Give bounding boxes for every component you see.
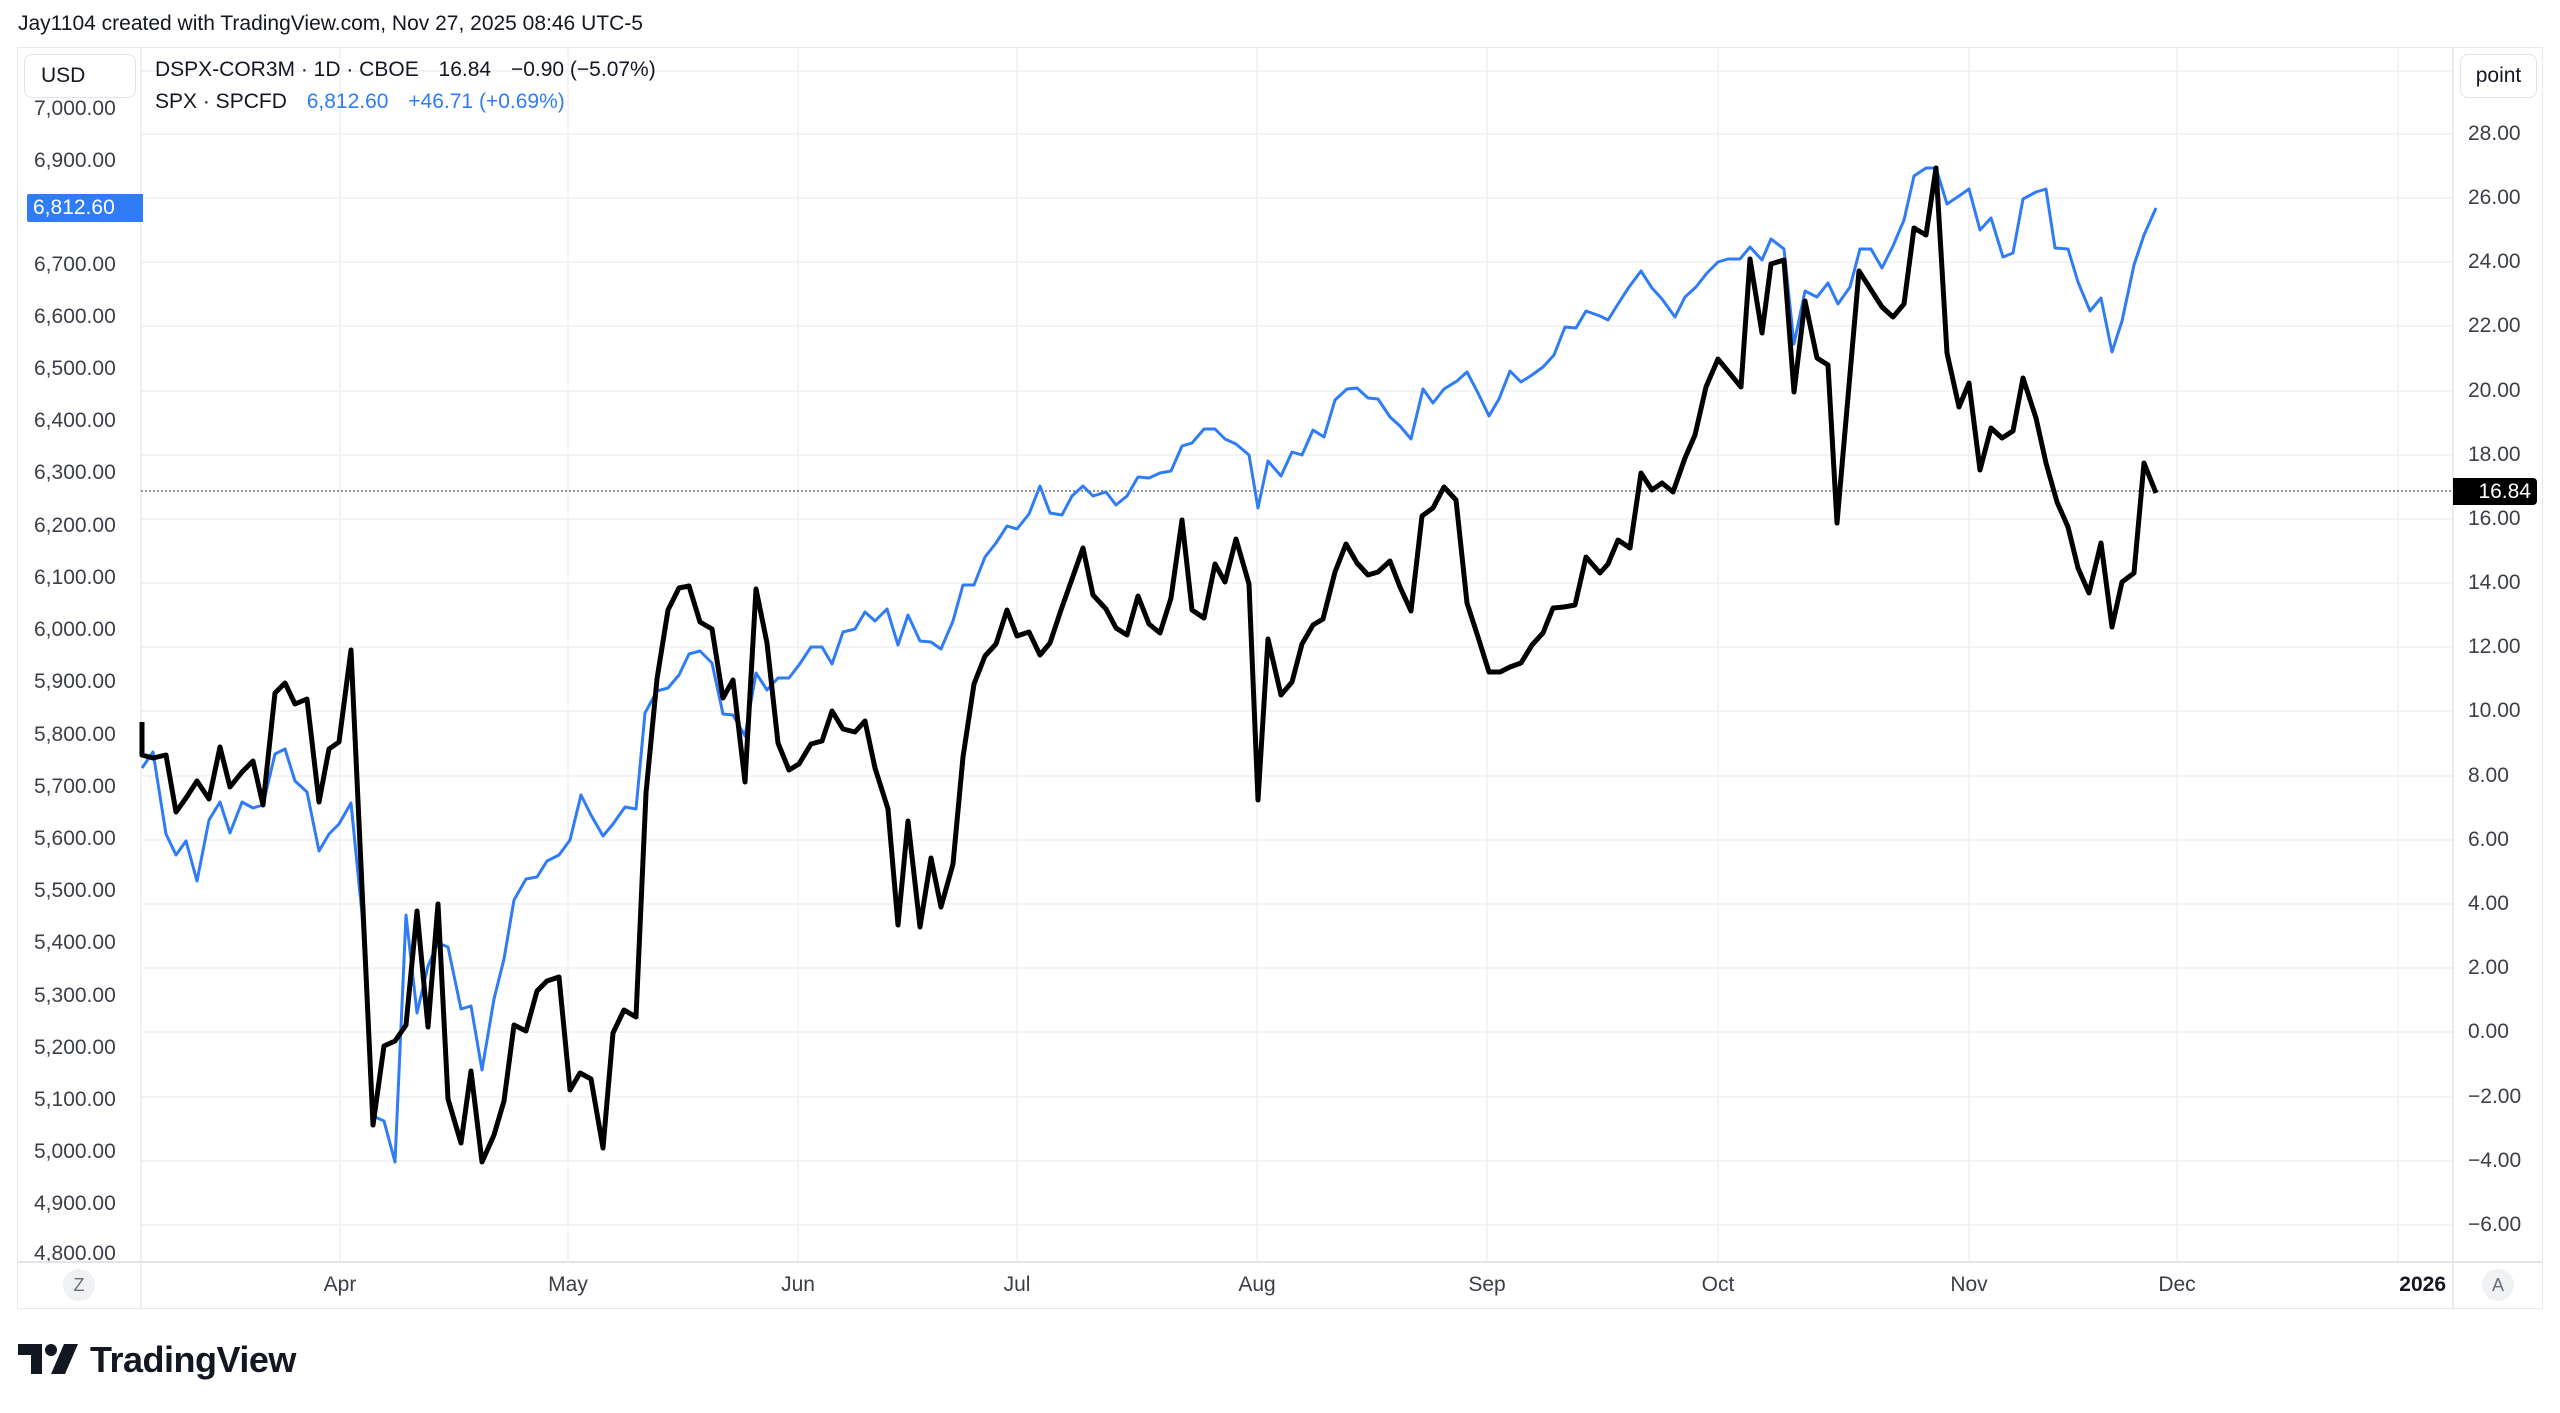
right-tick: 24.00 [2468, 250, 2521, 273]
right-tick: 18.00 [2468, 443, 2521, 466]
right-tick: 0.00 [2468, 1020, 2509, 1043]
spx-last-price-tag: 6,812.60 [27, 194, 143, 222]
grid-horizontal [141, 70, 2453, 1226]
time-tick: Oct [1701, 1273, 1735, 1296]
left-tick: 6,600.00 [34, 305, 116, 328]
right-tick: 8.00 [2468, 764, 2509, 787]
auto-scale-button[interactable]: A [2482, 1269, 2514, 1301]
left-tick: 6,200.00 [34, 514, 116, 537]
time-tick-year: 2026 [2399, 1273, 2446, 1296]
chart-frame [17, 47, 2543, 1309]
left-tick: 4,800.00 [34, 1242, 116, 1261]
left-tick: 5,500.00 [34, 879, 116, 902]
legend-dspx-symbol: DSPX-COR3M · 1D · CBOE [155, 58, 419, 81]
left-tick: 4,900.00 [34, 1192, 116, 1215]
left-tick: 6,300.00 [34, 461, 116, 484]
zoom-reset-button[interactable]: Z [63, 1269, 95, 1301]
right-tick: 26.00 [2468, 186, 2521, 209]
left-tick: 5,300.00 [34, 984, 116, 1007]
right-tick: 16.00 [2468, 507, 2521, 530]
legend-row-dspx[interactable]: DSPX-COR3M · 1D · CBOE 16.84 −0.90 (−5.0… [155, 58, 660, 82]
grid-vertical [339, 48, 2399, 1262]
time-tick: Jul [1003, 1273, 1031, 1296]
time-tick: Nov [1950, 1273, 1988, 1296]
chart-credit: Jay1104 created with TradingView.com, No… [18, 12, 643, 35]
left-scale-unit-button[interactable]: USD [24, 54, 136, 98]
right-tick: 12.00 [2468, 635, 2521, 658]
legend-spx-change: +46.71 (+0.69%) [408, 90, 565, 113]
left-tick: 5,600.00 [34, 827, 116, 850]
dspx-last-price-tag: 16.84 [2453, 478, 2537, 505]
time-tick: Apr [323, 1273, 357, 1296]
right-tick: 20.00 [2468, 379, 2521, 402]
legend-dspx-change: −0.90 (−5.07%) [510, 58, 656, 81]
left-tick: 5,100.00 [34, 1088, 116, 1111]
right-tick: 10.00 [2468, 699, 2521, 722]
dspx-line[interactable] [139, 165, 2159, 1165]
left-tick: 7,000.00 [34, 97, 116, 120]
legend-row-spx[interactable]: SPX · SPCFD 6,812.60 +46.71 (+0.69%) [155, 90, 569, 114]
left-tick: 6,900.00 [34, 149, 116, 172]
right-tick: −6.00 [2468, 1213, 2522, 1236]
right-tick: −4.00 [2468, 1149, 2522, 1172]
left-tick: 5,700.00 [34, 775, 116, 798]
time-tick: Aug [1238, 1273, 1276, 1296]
left-tick: 6,500.00 [34, 357, 116, 380]
left-tick: 5,400.00 [34, 931, 116, 954]
right-tick: 6.00 [2468, 828, 2509, 851]
left-tick: 5,000.00 [34, 1140, 116, 1163]
tradingview-logo[interactable]: TradingView [18, 1339, 296, 1380]
left-tick: 5,800.00 [34, 723, 116, 746]
spx-line[interactable] [140, 166, 2158, 1164]
legend-spx-last: 6,812.60 [306, 90, 389, 113]
right-tick: 14.00 [2468, 571, 2521, 594]
legend-spx-symbol: SPX · SPCFD [155, 90, 287, 113]
right-tick: 28.00 [2468, 122, 2521, 145]
time-tick: Jun [781, 1273, 815, 1296]
time-tick: Sep [1468, 1273, 1506, 1296]
left-tick: 5,900.00 [34, 670, 116, 693]
right-tick: 4.00 [2468, 892, 2509, 915]
time-tick: May [548, 1273, 588, 1296]
right-tick: 2.00 [2468, 956, 2509, 979]
left-tick: 6,100.00 [34, 566, 116, 589]
left-tick: 6,000.00 [34, 618, 116, 641]
left-tick: 6,400.00 [34, 409, 116, 432]
left-tick: 5,200.00 [34, 1036, 116, 1059]
tradingview-logo-icon [18, 1344, 78, 1374]
tradingview-wordmark: TradingView [90, 1339, 296, 1380]
right-tick: −2.00 [2468, 1085, 2522, 1108]
left-tick: 6,700.00 [34, 253, 116, 276]
right-scale-unit-button[interactable]: point [2460, 54, 2537, 98]
right-tick: 22.00 [2468, 314, 2521, 337]
legend-dspx-last: 16.84 [438, 58, 492, 81]
time-tick: Dec [2158, 1273, 2196, 1296]
